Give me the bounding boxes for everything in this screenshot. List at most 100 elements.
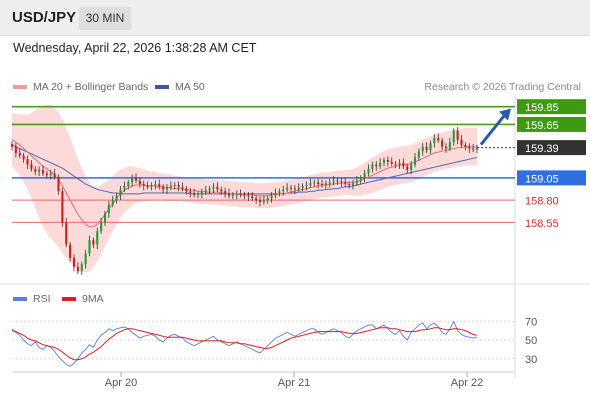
- candle-body: [336, 180, 339, 182]
- candle-body: [80, 264, 83, 272]
- candle-body: [107, 204, 110, 214]
- candle-body: [460, 139, 463, 145]
- candle-body: [69, 244, 72, 258]
- candle-body: [165, 187, 169, 190]
- candle-body: [61, 191, 64, 223]
- candle-body: [313, 182, 316, 184]
- candle-body: [185, 188, 188, 192]
- candle-body: [262, 200, 265, 202]
- legend-rsi: RSI: [13, 293, 51, 305]
- ma20-swatch: [13, 85, 27, 89]
- candle-body: [344, 182, 347, 185]
- candle-body: [270, 195, 273, 199]
- candle-body: [444, 146, 448, 149]
- candle-body: [154, 184, 157, 186]
- candle-body: [266, 198, 269, 201]
- candle-body: [371, 164, 374, 169]
- price-label-box: [517, 170, 586, 186]
- candle-body: [76, 266, 79, 272]
- timeframe-button[interactable]: 30 MIN: [79, 7, 131, 30]
- candle-body: [375, 164, 378, 167]
- bollinger-band: [12, 104, 477, 273]
- candle-body: [464, 144, 467, 147]
- candle-body: [309, 183, 312, 185]
- candle-body: [123, 185, 126, 190]
- candle-body: [390, 161, 393, 164]
- candle-body: [45, 173, 48, 176]
- candle-body: [177, 184, 180, 187]
- candle-body: [100, 222, 103, 232]
- projection-arrowhead: [499, 108, 511, 121]
- rsi-tick-label: 30: [525, 354, 537, 366]
- candle-body: [278, 191, 281, 194]
- candle-body: [351, 183, 355, 185]
- credit-text: Research © 2026 Trading Central: [424, 81, 581, 93]
- legend-rsi-label: RSI: [33, 293, 51, 305]
- candle-body: [255, 198, 258, 201]
- candle-body: [417, 151, 420, 158]
- candle-body: [65, 222, 68, 245]
- candle-body: [348, 184, 351, 186]
- candle-body: [14, 146, 17, 153]
- price-label-box: [517, 99, 586, 115]
- price-label: 159.85: [525, 102, 559, 114]
- rsi-ma-line: [11, 327, 478, 361]
- candle-body: [472, 148, 475, 150]
- candle-body: [220, 189, 223, 192]
- candle-body: [204, 190, 207, 193]
- legend-9ma-label: 9MA: [82, 293, 104, 305]
- candle-body: [448, 142, 451, 149]
- candle-body: [146, 185, 149, 187]
- candle-body: [150, 184, 153, 187]
- candle-body: [18, 152, 21, 156]
- candle-body: [88, 240, 91, 254]
- current-price-label: 159.39: [525, 143, 559, 155]
- candle-body: [239, 193, 242, 195]
- candle-body: [379, 162, 382, 167]
- candle-body: [247, 195, 250, 197]
- price-label: 159.65: [525, 120, 559, 132]
- candle-body: [394, 163, 397, 165]
- candle-body: [84, 253, 87, 265]
- candle-body: [320, 184, 324, 186]
- timestamp: Wednesday, April 22, 2026 1:38:28 AM CET: [13, 41, 257, 55]
- price-label: 158.80: [525, 196, 559, 208]
- x-tick-label: Apr 20: [105, 377, 137, 389]
- candle-body: [258, 200, 262, 202]
- price-label-box: [517, 116, 586, 132]
- candle-body: [162, 186, 165, 190]
- rsi-swatch: [13, 297, 27, 301]
- candle-body: [425, 146, 428, 151]
- candle-body: [38, 169, 41, 172]
- x-tick-label: Apr 21: [278, 377, 310, 389]
- candle-body: [305, 184, 308, 186]
- candle-body: [340, 181, 343, 183]
- ma50-swatch: [155, 85, 169, 89]
- rsi-tick-label: 50: [525, 335, 537, 347]
- candle-body: [193, 193, 196, 195]
- candle-body: [286, 187, 289, 190]
- candle-body: [224, 191, 227, 194]
- candle-body: [138, 180, 141, 185]
- candle-body: [34, 168, 37, 172]
- candle-body: [452, 130, 455, 143]
- legend-ma50: MA 50: [155, 81, 205, 93]
- current-price-box: [517, 140, 586, 156]
- candle-body: [235, 193, 238, 195]
- candle-body: [317, 182, 320, 185]
- legend-ma20: MA 20 + Bollinger Bands: [13, 81, 148, 93]
- candle-body: [134, 177, 138, 181]
- candle-body: [398, 162, 401, 165]
- candle-body: [10, 144, 14, 147]
- legend-ma50-label: MA 50: [175, 81, 205, 93]
- candle-body: [142, 184, 145, 186]
- candle-body: [429, 143, 432, 151]
- candle-body: [468, 146, 471, 149]
- candle-body: [456, 130, 459, 140]
- candle-body: [212, 186, 215, 189]
- candle-body: [127, 182, 130, 186]
- candle-body: [57, 176, 60, 192]
- candle-body: [92, 240, 95, 245]
- candle-body: [332, 180, 335, 183]
